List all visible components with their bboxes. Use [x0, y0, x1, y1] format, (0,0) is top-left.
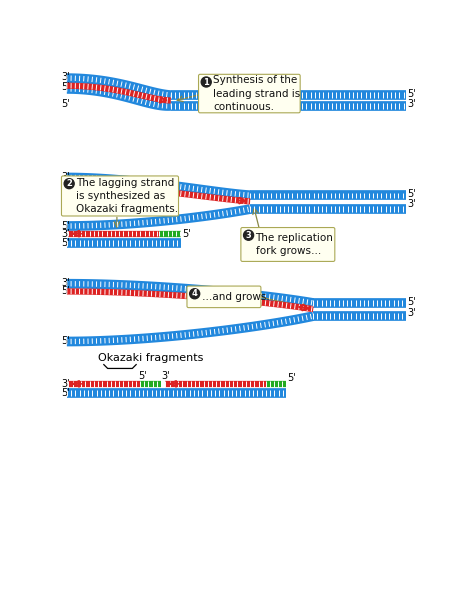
Text: The replication
fork grows…: The replication fork grows… — [255, 233, 333, 256]
Text: 3': 3' — [61, 379, 70, 389]
Circle shape — [189, 289, 199, 299]
Text: The lagging strand
is synthesized as
Okazaki fragments.: The lagging strand is synthesized as Oka… — [76, 178, 178, 214]
Text: 5': 5' — [61, 180, 70, 190]
Text: 3': 3' — [61, 278, 70, 288]
FancyBboxPatch shape — [61, 176, 178, 216]
Text: 3': 3' — [407, 199, 415, 209]
Text: 5': 5' — [61, 337, 70, 346]
Text: 5': 5' — [407, 188, 415, 199]
Circle shape — [64, 179, 74, 188]
Text: 5': 5' — [61, 98, 70, 109]
Text: 5': 5' — [407, 297, 415, 307]
FancyBboxPatch shape — [187, 286, 260, 308]
Text: 5': 5' — [407, 89, 415, 98]
Text: 3': 3' — [407, 308, 415, 318]
Text: …and grows.: …and grows. — [201, 292, 269, 302]
Text: 5': 5' — [61, 388, 70, 398]
Text: 3': 3' — [61, 229, 70, 239]
Text: 1: 1 — [203, 77, 209, 86]
Text: 3: 3 — [245, 231, 251, 240]
Text: 2: 2 — [66, 179, 72, 188]
Circle shape — [201, 77, 211, 87]
Text: 3': 3' — [61, 172, 70, 182]
Text: Synthesis of the
leading strand is
continuous.: Synthesis of the leading strand is conti… — [213, 76, 300, 112]
Text: 5': 5' — [287, 373, 295, 383]
FancyBboxPatch shape — [198, 74, 300, 113]
FancyBboxPatch shape — [240, 227, 334, 262]
Text: 5': 5' — [61, 221, 70, 231]
Text: 3': 3' — [61, 73, 70, 82]
Text: 3': 3' — [161, 371, 170, 381]
Text: 5': 5' — [138, 371, 147, 381]
Text: 4: 4 — [191, 289, 197, 298]
Text: 5': 5' — [61, 82, 70, 92]
Text: 5': 5' — [61, 286, 70, 296]
Text: 5': 5' — [61, 238, 70, 248]
Text: Okazaki fragments: Okazaki fragments — [97, 353, 203, 363]
Circle shape — [243, 230, 253, 240]
Text: 5': 5' — [182, 229, 191, 239]
Text: 3': 3' — [407, 100, 415, 109]
